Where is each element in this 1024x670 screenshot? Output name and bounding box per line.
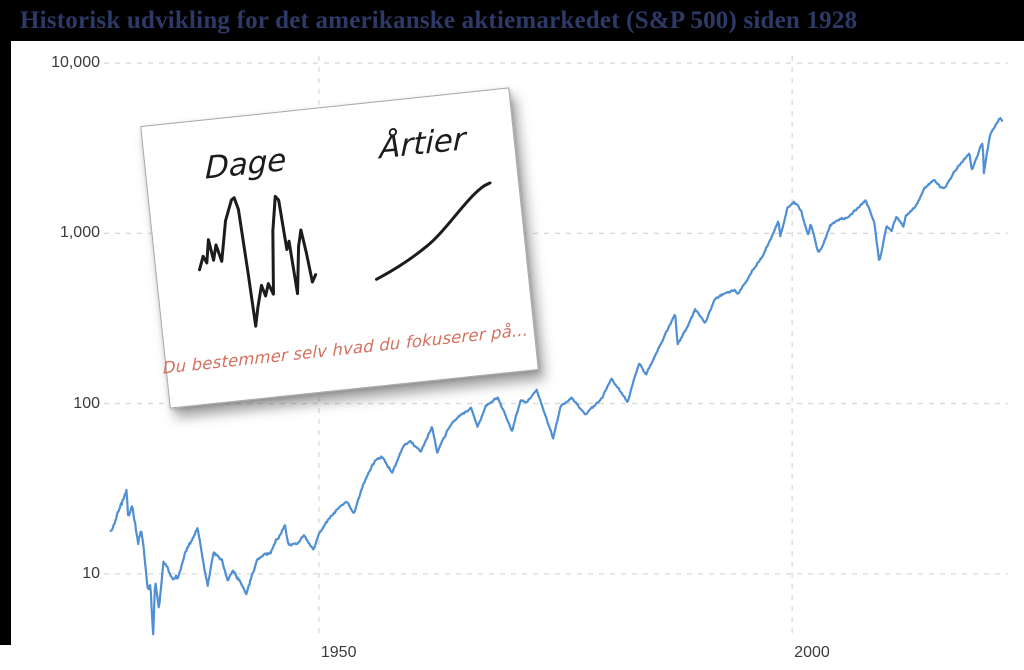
y-tick-10000: 10,000 bbox=[51, 54, 100, 72]
top-frame-strip: Historisk udvikling for det amerikanske … bbox=[0, 0, 1024, 41]
y-tick-1000: 1,000 bbox=[59, 224, 100, 242]
days-volatile-sketch bbox=[198, 194, 318, 328]
note-card-sketches bbox=[198, 181, 492, 328]
decades-smooth-sketch bbox=[374, 181, 492, 281]
page-title: Historisk udvikling for det amerikanske … bbox=[20, 7, 858, 34]
x-tick-1950: 1950 bbox=[320, 644, 357, 661]
left-frame-strip bbox=[0, 0, 11, 645]
note-card: Dage Årtier Du bestemmer selv hvad du fo… bbox=[140, 87, 539, 409]
y-tick-10: 10 bbox=[82, 564, 100, 582]
sp500-price-line bbox=[109, 117, 1004, 636]
y-tick-100: 100 bbox=[73, 394, 100, 412]
x-tick-2000: 2000 bbox=[794, 644, 830, 661]
